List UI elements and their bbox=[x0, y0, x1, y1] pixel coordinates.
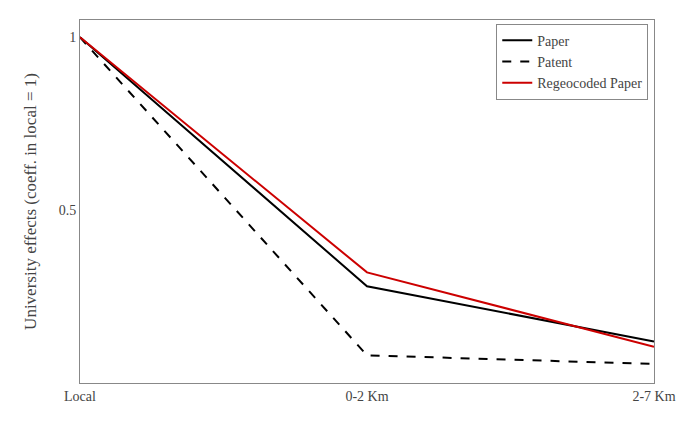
svg-text:1: 1 bbox=[69, 30, 76, 45]
svg-text:University effects (coeff. in: University effects (coeff. in local = 1) bbox=[21, 73, 40, 330]
svg-text:0.5: 0.5 bbox=[59, 203, 77, 218]
svg-text:0-2 Km: 0-2 Km bbox=[345, 389, 388, 404]
svg-text:2-7 Km: 2-7 Km bbox=[632, 389, 675, 404]
svg-text:Patent: Patent bbox=[537, 55, 572, 70]
svg-text:Regeocoded Paper: Regeocoded Paper bbox=[537, 76, 642, 91]
svg-text:Local: Local bbox=[64, 389, 96, 404]
svg-text:Paper: Paper bbox=[537, 34, 569, 49]
